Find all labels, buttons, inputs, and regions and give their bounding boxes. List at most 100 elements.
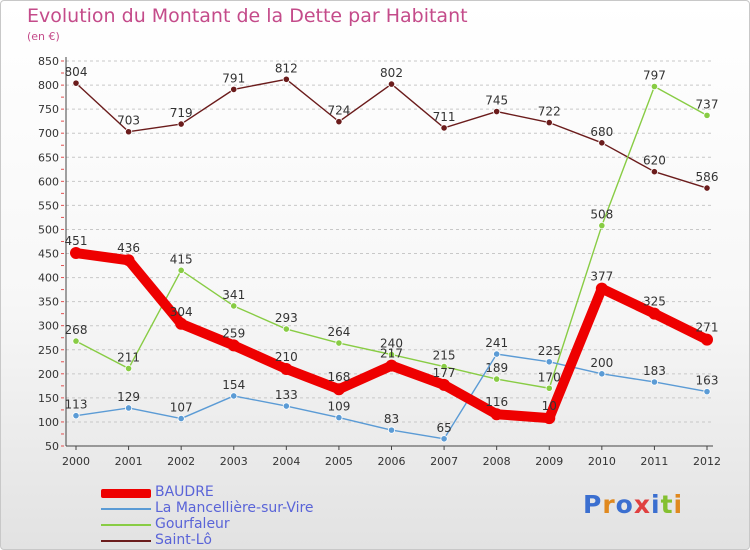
- data-point-baudre: [385, 359, 398, 372]
- y-tick-label: 150: [38, 392, 59, 405]
- data-label-baudre: 10: [542, 399, 557, 413]
- data-point-gourfaleur: [124, 364, 133, 373]
- data-point-baudre: [70, 247, 82, 260]
- data-point-baudre: [332, 383, 345, 396]
- y-tick-label: 500: [38, 223, 59, 236]
- data-point-la-mancelliere-sur-vire: [387, 426, 396, 434]
- data-label-baudre: 325: [643, 295, 666, 309]
- y-tick-label: 250: [38, 344, 59, 357]
- data-label-la-mancelliere-sur-vire: 154: [222, 378, 245, 392]
- data-label-la-mancelliere-sur-vire: 109: [327, 400, 350, 414]
- data-point-baudre: [701, 333, 713, 346]
- data-label-saint-lo: 703: [117, 114, 140, 128]
- data-point-la-mancelliere-sur-vire: [124, 404, 133, 412]
- data-point-la-mancelliere-sur-vire: [72, 412, 80, 420]
- data-label-baudre: 304: [170, 305, 193, 319]
- x-tick-label: 2003: [220, 455, 248, 468]
- data-point-gourfaleur: [72, 337, 80, 345]
- data-point-baudre: [122, 254, 135, 267]
- x-tick-label: 2001: [115, 455, 143, 468]
- data-point-saint-lo: [387, 80, 396, 88]
- data-point-baudre: [175, 317, 188, 330]
- data-label-saint-lo: 745: [485, 94, 508, 108]
- data-point-saint-lo: [650, 168, 659, 176]
- data-label-gourfaleur: 211: [117, 351, 140, 365]
- legend-swatch-saint-lo: [101, 540, 151, 542]
- y-tick-label: 350: [38, 296, 59, 309]
- data-point-gourfaleur: [387, 350, 396, 359]
- data-label-gourfaleur: 264: [327, 325, 350, 339]
- data-label-la-mancelliere-sur-vire: 129: [117, 390, 140, 404]
- data-label-gourfaleur: 797: [643, 69, 666, 83]
- x-tick-label: 2012: [693, 455, 721, 468]
- data-label-gourfaleur: 293: [275, 311, 298, 325]
- data-label-la-mancelliere-sur-vire: 83: [384, 412, 399, 426]
- data-point-baudre: [490, 408, 503, 421]
- data-label-la-mancelliere-sur-vire: 163: [696, 374, 719, 388]
- chart-title: Evolution du Montant de la Dette par Hab…: [27, 5, 468, 27]
- proxiti-logo: Proxiti: [583, 490, 683, 519]
- data-point-saint-lo: [124, 128, 133, 136]
- data-point-gourfaleur: [545, 384, 553, 392]
- legend-label-baudre: BAUDRE: [155, 484, 214, 500]
- data-point-gourfaleur: [650, 82, 659, 91]
- legend-swatch-la-mancelliere: [101, 508, 151, 510]
- data-point-la-mancelliere-sur-vire: [177, 414, 185, 423]
- data-point-gourfaleur: [493, 375, 501, 383]
- data-point-baudre: [543, 412, 556, 425]
- data-label-saint-lo: 620: [643, 154, 666, 168]
- x-tick-label: 2004: [272, 455, 300, 468]
- data-point-saint-lo: [493, 107, 501, 116]
- data-label-la-mancelliere-sur-vire: 183: [643, 364, 666, 378]
- x-tick-label: 2011: [640, 455, 668, 468]
- data-label-baudre: 377: [590, 270, 613, 284]
- y-tick-label: 750: [38, 103, 59, 116]
- data-label-saint-lo: 802: [380, 66, 403, 80]
- data-point-la-mancelliere-sur-vire: [545, 358, 553, 366]
- data-point-gourfaleur: [335, 339, 343, 347]
- data-label-saint-lo: 711: [433, 110, 456, 124]
- data-point-gourfaleur: [230, 302, 238, 310]
- data-label-baudre: 116: [485, 395, 508, 409]
- data-point-baudre: [438, 378, 451, 391]
- data-point-gourfaleur: [440, 362, 448, 371]
- data-label-la-mancelliere-sur-vire: 200: [590, 356, 613, 370]
- y-tick-label: 400: [38, 272, 59, 285]
- data-label-la-mancelliere-sur-vire: 241: [485, 336, 508, 350]
- x-tick-label: 2002: [167, 455, 195, 468]
- data-label-baudre: 210: [275, 350, 298, 364]
- data-point-baudre: [280, 363, 293, 375]
- y-tick-label: 800: [38, 79, 59, 92]
- logo-letter: x: [633, 490, 651, 519]
- data-point-baudre: [595, 282, 608, 295]
- data-label-la-mancelliere-sur-vire: 107: [170, 401, 193, 415]
- data-label-baudre: 217: [380, 347, 403, 361]
- data-point-la-mancelliere-sur-vire: [493, 350, 501, 358]
- y-tick-label: 200: [38, 368, 59, 381]
- data-point-saint-lo: [545, 119, 553, 127]
- data-label-saint-lo: 586: [696, 170, 719, 184]
- data-label-la-mancelliere-sur-vire: 133: [275, 388, 298, 402]
- data-label-baudre: 451: [65, 234, 88, 248]
- data-point-saint-lo: [177, 120, 185, 128]
- data-point-baudre: [648, 307, 661, 320]
- logo-letter: o: [615, 490, 634, 519]
- y-tick-label: 450: [38, 248, 59, 261]
- data-point-saint-lo: [703, 184, 711, 192]
- logo-letter: t: [660, 490, 674, 519]
- legend-label-saint-lo: Saint-Lô: [155, 532, 212, 548]
- data-point-saint-lo: [282, 75, 290, 83]
- y-tick-label: 100: [38, 416, 59, 429]
- y-tick-label: 700: [38, 127, 59, 140]
- legend-label-la-mancelliere: La Mancellière-sur-Vire: [155, 500, 314, 516]
- data-label-gourfaleur: 508: [590, 208, 613, 222]
- y-tick-label: 50: [45, 440, 59, 453]
- y-tick-label: 300: [38, 320, 59, 333]
- y-tick-label: 600: [38, 175, 59, 188]
- x-tick-label: 2009: [535, 455, 563, 468]
- data-label-la-mancelliere-sur-vire: 65: [436, 421, 451, 435]
- data-point-saint-lo: [440, 124, 448, 132]
- data-label-gourfaleur: 341: [222, 288, 245, 302]
- data-point-saint-lo: [598, 139, 606, 147]
